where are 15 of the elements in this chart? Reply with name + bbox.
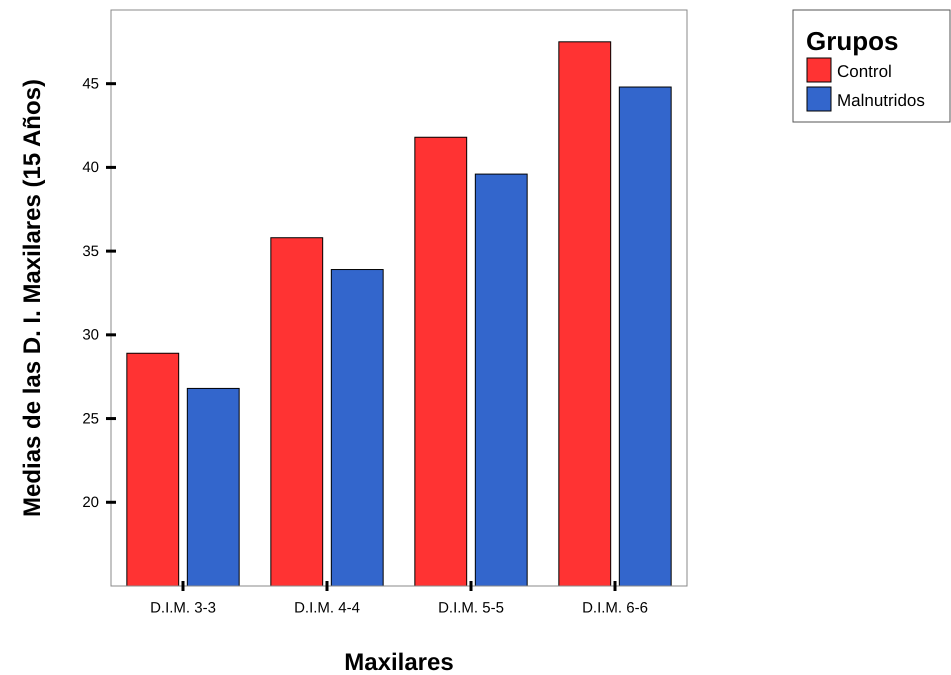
- legend-title: Grupos: [806, 26, 898, 56]
- y-tick-label: 35: [82, 242, 99, 260]
- x-tick-label: D.I.M. 4-4: [294, 600, 360, 617]
- y-tick-label: 20: [82, 494, 99, 512]
- x-tick-label: D.I.M. 5-5: [438, 600, 504, 617]
- y-tick-label: 25: [82, 410, 99, 428]
- y-tick-label: 40: [82, 159, 99, 176]
- x-tick-label: D.I.M. 6-6: [582, 600, 648, 617]
- y-tick-label: 45: [82, 75, 99, 92]
- legend-label: Malnutridos: [837, 91, 925, 110]
- y-axis-title: Medias de las D. I. Maxilares (15 Años): [19, 79, 46, 517]
- x-axis-title: Maxilares: [344, 649, 454, 675]
- x-tick-label: D.I.M. 3-3: [150, 600, 216, 617]
- legend-label: Control: [837, 62, 892, 81]
- y-tick-label: 30: [82, 326, 99, 344]
